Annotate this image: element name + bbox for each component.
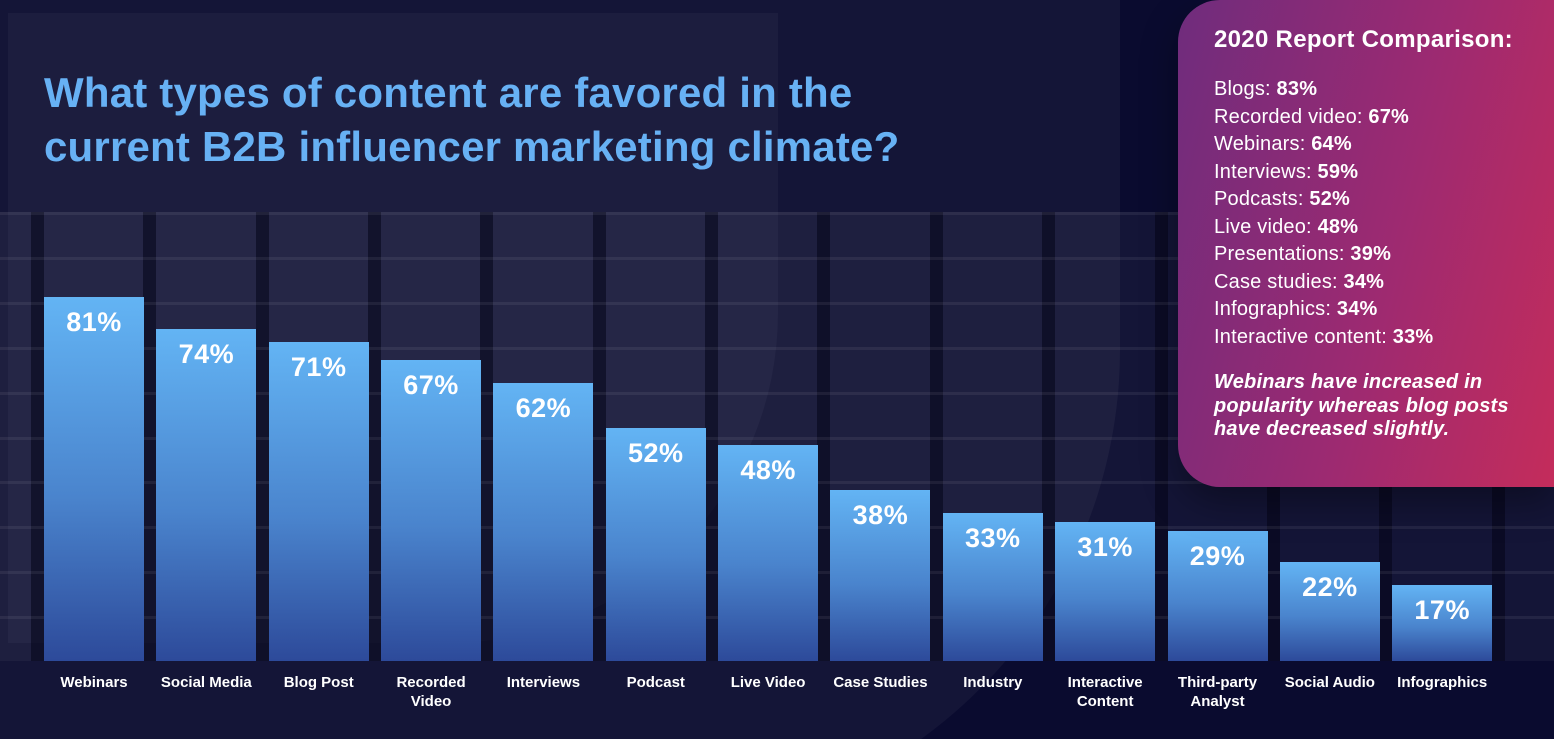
bar-value-label: 52% [627, 438, 684, 468]
x-axis-label: Social Media [160, 674, 252, 691]
x-axis-label: Industry [963, 674, 1023, 691]
x-axis-label: Interviews [506, 674, 581, 691]
x-axis-label: Podcast [626, 674, 685, 691]
grid-column-gutter [1042, 212, 1056, 661]
gridline [0, 301, 1554, 305]
grid-column-gutter [817, 212, 831, 661]
bar-webinars: 81% [44, 297, 144, 661]
x-axis-label: Social Audio [1284, 674, 1375, 691]
grid-column-gutter [1154, 212, 1168, 661]
grid-column-gutter [929, 212, 943, 661]
gridline [0, 391, 1554, 395]
grid-column-gutter [368, 212, 382, 661]
chart-title-line-2: current B2B influencer marketing climate… [44, 123, 900, 170]
x-axis-label: Infographics [1397, 674, 1488, 691]
bar-live-video: 48% [718, 445, 819, 661]
grid-column-gutter [592, 212, 606, 661]
comparison-item: Infographics: 34% [1214, 298, 1378, 320]
bar-third-party-analyst: 29% [1167, 531, 1268, 661]
x-axis-label: Interactive Content [1067, 674, 1143, 710]
grid-column-gutter [255, 212, 269, 661]
grid-column-gutter [143, 212, 157, 661]
bar-social-audio: 22% [1279, 562, 1380, 661]
comparison-item-value: 64% [1311, 133, 1352, 155]
bar-interviews: 62% [493, 383, 594, 661]
x-axis-label: Webinars [60, 674, 128, 691]
bar-podcast: 52% [605, 428, 706, 661]
comparison-item-value: 34% [1343, 270, 1385, 293]
comparison-item: Interactive content: 33% [1214, 325, 1434, 348]
comparison-item-value: 52% [1309, 188, 1351, 210]
bar-recorded-video: 67% [381, 360, 482, 661]
grid-column-gutter [480, 212, 494, 661]
bar-value-label: 67% [403, 370, 459, 400]
comparison-item-value: 67% [1368, 105, 1410, 128]
x-axis-label: Blog Post [283, 674, 354, 691]
bar-value-label: 48% [740, 455, 796, 485]
gridline [0, 436, 1554, 440]
bar-interactive-content: 31% [1055, 522, 1156, 661]
bar-infographics: 17% [1392, 585, 1493, 661]
comparison-item: Podcasts: 52% [1214, 188, 1351, 210]
bar-value-label: 33% [965, 523, 1021, 553]
bar-value-label: 71% [290, 352, 347, 382]
comparison-item: Webinars: 64% [1214, 133, 1352, 155]
comparison-item-value: 48% [1317, 215, 1359, 238]
gridline [0, 212, 1554, 215]
comparison-panel: 2020 Report Comparison: Blogs: 83% Record… [1178, 0, 1554, 487]
x-axis-label: Third-party Analyst [1177, 674, 1258, 710]
gridline [0, 346, 1554, 350]
x-axis-label: Case Studies [833, 674, 928, 691]
comparison-item-value: 39% [1350, 243, 1392, 265]
comparison-note: Webinars have increased in popularity wh… [1214, 371, 1509, 440]
chart-title: What types of content are favored in the… [44, 66, 1144, 174]
comparison-item: Interviews: 59% [1214, 160, 1359, 183]
bar-value-label: 38% [852, 500, 909, 530]
bar-social-media: 74% [156, 329, 257, 661]
comparison-item-value: 59% [1317, 160, 1359, 183]
comparison-list: Blogs: 83% Recorded video: 67% Webinars: 6… [1214, 76, 1528, 351]
bar-industry: 33% [942, 513, 1043, 661]
bar-blog-post: 71% [268, 342, 369, 661]
chart-title-line-1: What types of content are favored in the [44, 69, 853, 116]
bar-value-label: 29% [1189, 541, 1246, 571]
bar-value-label: 62% [515, 393, 572, 423]
bar-value-label: 31% [1077, 532, 1133, 562]
gridline [0, 256, 1554, 260]
bar-value-label: 22% [1302, 572, 1358, 602]
comparison-item-value: 34% [1336, 298, 1378, 320]
bar-value-label: 74% [178, 339, 235, 369]
comparison-item: Recorded video: 67% [1214, 105, 1410, 128]
comparison-item-value: 83% [1276, 78, 1318, 100]
bar-case-studies: 38% [830, 490, 931, 661]
comparison-item: Presentations: 39% [1214, 243, 1392, 265]
comparison-panel-title: 2020 Report Comparison: [1214, 26, 1513, 53]
comparison-item: Blogs: 83% [1214, 78, 1318, 100]
bar-value-label: 81% [66, 307, 122, 337]
x-axis-label: Live Video [730, 674, 806, 691]
comparison-item: Case studies: 34% [1214, 270, 1385, 293]
comparison-item: Live video: 48% [1214, 215, 1359, 238]
grid-column-gutter [705, 212, 719, 661]
bar-value-label: 17% [1414, 595, 1470, 625]
comparison-item-value: 33% [1392, 325, 1434, 348]
x-axis-label: Recorded Video [396, 674, 466, 710]
grid-column-gutter [31, 212, 44, 661]
